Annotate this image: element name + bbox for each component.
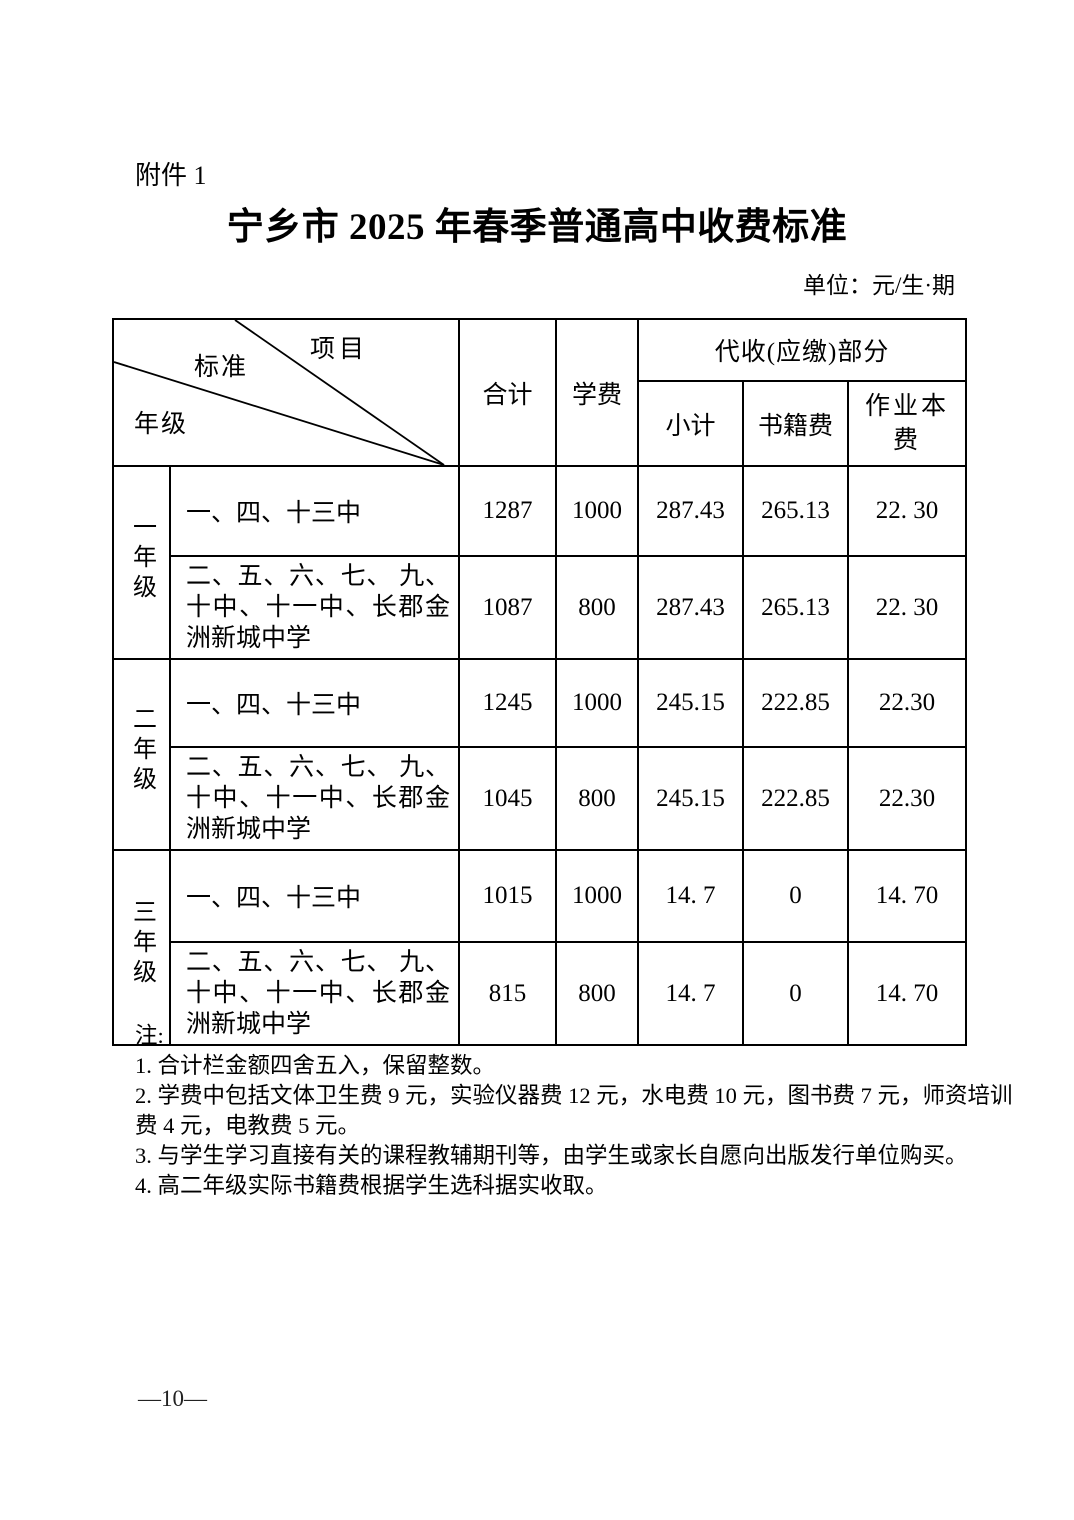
school-cell: 一、四、十三中 (169, 465, 460, 557)
school-cell: 二、五、六、七、 九、十中、十一中、长郡金洲新城中学 (169, 941, 460, 1046)
corner-label-grade: 年级 (134, 411, 189, 438)
page-number: —10— (138, 1386, 207, 1411)
cell-total: 1045 (458, 746, 557, 851)
school-cell: 一、四、十三中 (169, 849, 460, 943)
cell-book: 265.13 (742, 465, 849, 557)
cell-tuition: 1000 (555, 465, 639, 557)
cell-tuition: 800 (555, 746, 639, 851)
school-cell: 一、四、十三中 (169, 658, 460, 748)
note-line-2b: 费 4 元，电教费 5 元。 (135, 1113, 361, 1138)
table-row: 二年级 一、四、十三中 1245 1000 245.15 222.85 22.3… (112, 658, 968, 851)
cell-subtotal: 245.15 (637, 658, 744, 748)
cell-book: 0 (742, 941, 849, 1046)
cell-total: 1287 (458, 465, 557, 557)
cell-book: 222.85 (742, 658, 849, 748)
cell-tuition: 1000 (555, 849, 639, 943)
diagonal-divider-icon (115, 321, 445, 464)
cell-workbook: 22. 30 (846, 465, 968, 557)
grade-label: 一年级 (128, 514, 155, 604)
header-total: 合计 (458, 318, 557, 467)
cell-total: 1245 (458, 658, 557, 748)
note-line-3: 3. 与学生学习直接有关的课程教辅期刊等，由学生或家长自愿向出版发行单位购买。 (135, 1143, 968, 1168)
cell-total: 1087 (458, 555, 557, 660)
fee-table: 项目 标准 年级 合计 学费 代收(应缴)部分 小计 书籍费 作业本 费 一年级… (112, 318, 968, 1046)
header-workbook-fee: 作业本 费 (846, 380, 968, 467)
header-collect-group: 代收(应缴)部分 (636, 318, 968, 382)
grade-label-cell: 一年级 (112, 465, 171, 660)
cell-workbook: 14. 70 (846, 941, 968, 1046)
cell-tuition: 1000 (555, 658, 639, 748)
cell-workbook: 22.30 (846, 746, 968, 851)
cell-workbook: 22. 30 (846, 555, 968, 660)
grade-label: 二年级 (128, 706, 155, 796)
diagonal-header-cell: 项目 标准 年级 (112, 318, 460, 467)
cell-tuition: 800 (555, 555, 639, 660)
table-row: 二、五、六、七、 九、十中、十一中、长郡金洲新城中学 1087 800 287.… (113, 555, 968, 660)
attachment-label: 附件 1 (135, 161, 207, 190)
notes-label: 注: (135, 1023, 164, 1048)
table-row: 二、五、六、七、 九、十中、十一中、长郡金洲新城中学 1045 800 245.… (113, 746, 968, 851)
page-title: 宁乡市 2025 年春季普通高中收费标准 (226, 207, 848, 248)
school-cell: 二、五、六、七、 九、十中、十一中、长郡金洲新城中学 (169, 555, 460, 660)
header-row-1: 项目 标准 年级 合计 学费 代收(应缴)部分 (112, 318, 968, 467)
header-book-fee: 书籍费 (742, 380, 849, 467)
cell-workbook: 22.30 (846, 658, 968, 748)
cell-workbook: 14. 70 (846, 849, 968, 943)
cell-book: 222.85 (742, 746, 849, 851)
unit-label: 单位：元/生·期 (802, 273, 955, 298)
table-row: 三年级 一、四、十三中 1015 1000 14. 7 0 14. 70 (112, 849, 968, 1046)
cell-book: 0 (742, 849, 849, 943)
table-row: 一年级 一、四、十三中 1287 1000 287.43 265.13 22. … (112, 465, 968, 660)
note-line-2: 2. 学费中包括文体卫生费 9 元，实验仪器费 12 元，水电费 10 元，图书… (135, 1083, 1013, 1108)
header-row-2: 小计 书籍费 作业本 费 (113, 380, 968, 467)
cell-total: 815 (458, 941, 557, 1046)
table-row: 二、五、六、七、 九、十中、十一中、长郡金洲新城中学 815 800 14. 7… (113, 941, 968, 1046)
grade-label-cell: 三年级 (112, 849, 171, 1046)
notes-block: 注: 1. 合计栏金额四舍五入，保留整数。 2. 学费中包括文体卫生费 9 元，… (135, 1021, 1013, 1201)
cell-book: 265.13 (742, 555, 849, 660)
corner-label-standard: 标准 (194, 354, 249, 381)
cell-subtotal: 287.43 (637, 555, 744, 660)
header-subtotal: 小计 (637, 380, 744, 467)
school-cell: 二、五、六、七、 九、十中、十一中、长郡金洲新城中学 (169, 746, 460, 851)
header-tuition: 学费 (555, 318, 639, 467)
cell-tuition: 800 (555, 941, 639, 1046)
cell-subtotal: 245.15 (637, 746, 744, 851)
cell-total: 1015 (458, 849, 557, 943)
corner-label-project: 项目 (310, 336, 369, 363)
cell-subtotal: 287.43 (637, 465, 744, 557)
note-line-1: 1. 合计栏金额四舍五入，保留整数。 (135, 1053, 496, 1078)
cell-subtotal: 14. 7 (637, 941, 744, 1046)
grade-label-cell: 二年级 (112, 658, 171, 851)
cell-subtotal: 14. 7 (637, 849, 744, 943)
grade-label: 三年级 (128, 899, 155, 989)
note-line-4: 4. 高二年级实际书籍费根据学生选科据实收取。 (135, 1173, 608, 1198)
